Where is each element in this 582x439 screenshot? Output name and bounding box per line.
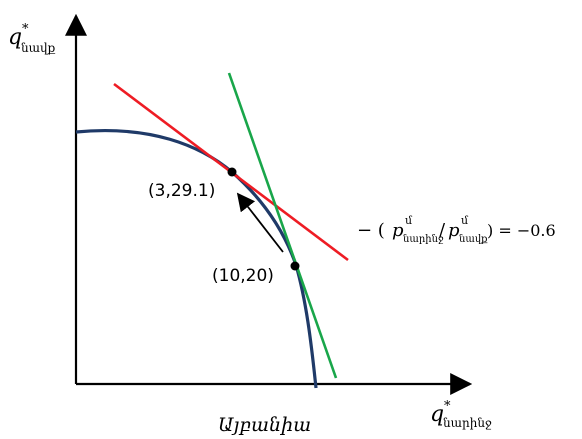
country-label: Այբանիա xyxy=(218,414,311,436)
svg-text:− (: − ( xyxy=(357,220,385,241)
svg-text:q: q xyxy=(8,25,22,50)
svg-text:նարինջ: նարինջ xyxy=(403,234,444,245)
slope-label: − ( p մ նարինջ / p մ նավք ) = −0.6 xyxy=(357,214,556,245)
svg-text:*: * xyxy=(22,22,29,37)
svg-text:մ: մ xyxy=(461,214,469,227)
point-label-3-29: (3,29.1) xyxy=(148,181,215,201)
ppf-curve xyxy=(75,128,318,389)
svg-text:p: p xyxy=(448,220,460,241)
svg-text:/: / xyxy=(439,220,446,241)
svg-text:p: p xyxy=(392,220,404,241)
svg-text:q: q xyxy=(430,402,444,427)
point-10-20 xyxy=(290,261,300,271)
point-label-10-20: (10,20) xyxy=(212,266,274,286)
y-axis-label: q * նավք xyxy=(8,22,56,55)
tangent-line-green xyxy=(227,72,338,379)
x-axis-label: q * նարինջ xyxy=(430,399,492,430)
point-3-29 xyxy=(227,167,237,177)
svg-text:նավք: նավք xyxy=(21,41,56,55)
svg-text:նավք: նավք xyxy=(459,234,488,245)
svg-text:մ: մ xyxy=(405,214,413,227)
svg-text:) = −0.6: ) = −0.6 xyxy=(487,221,556,240)
svg-text:*: * xyxy=(444,399,451,414)
svg-text:նարինջ: նարինջ xyxy=(443,416,492,430)
movement-arrow xyxy=(236,192,284,253)
